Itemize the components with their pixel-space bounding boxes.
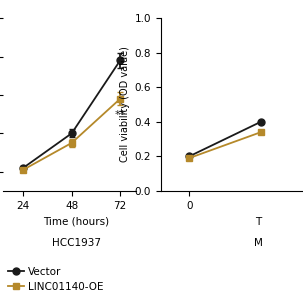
Legend: Vector, LINC01140-OE: Vector, LINC01140-OE — [8, 267, 104, 292]
Text: M: M — [254, 238, 263, 248]
Y-axis label: Cell viability (OD value): Cell viability (OD value) — [120, 47, 130, 162]
Text: HCC1937: HCC1937 — [52, 238, 101, 248]
Text: Time (hours): Time (hours) — [43, 217, 109, 227]
Text: **: ** — [115, 110, 126, 120]
Text: T: T — [255, 217, 261, 227]
